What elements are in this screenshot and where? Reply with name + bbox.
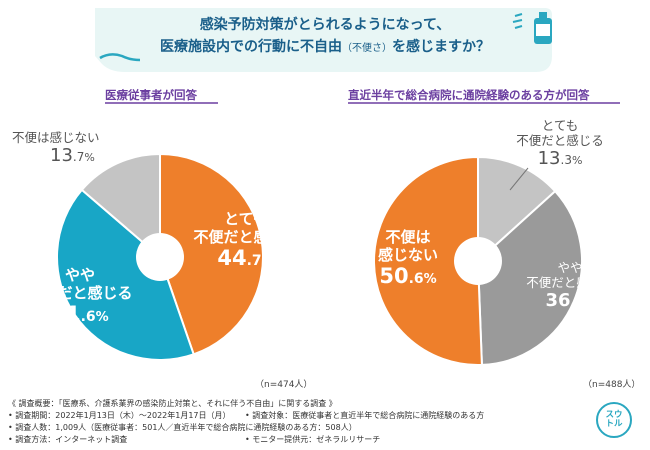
pct-sign: % <box>95 310 109 325</box>
pct-dec: .7 <box>72 150 85 164</box>
left-chart-subhead: 医療従事者が回答 <box>105 88 197 102</box>
pct-int: 36 <box>545 290 571 311</box>
logo-line2: トル <box>605 418 623 429</box>
pct-dec: .6 <box>408 271 424 287</box>
question-title-line1: 感染予防対策がとられるようになって、 <box>199 17 451 33</box>
pct-int: 13 <box>50 145 73 166</box>
pie-slice-2 <box>373 155 483 366</box>
logo-line1: スウ <box>605 410 623 420</box>
pie-slice-1 <box>56 188 195 361</box>
label-line: 感じない <box>377 246 438 264</box>
pct-value: 36.1% <box>510 290 630 312</box>
label-line: とても <box>224 210 268 228</box>
right-n-label: （n=488人） <box>583 380 641 390</box>
right-slice-label-very-inconvenient: とても 不便だと感じる 13.3% <box>505 118 615 170</box>
pct-sign: % <box>84 151 95 164</box>
survey-period: • 調査期間：2022年1月13日（木）〜2022年1月17日（月） <box>8 411 231 420</box>
left-slice-label-very-inconvenient: とても 不便だと感じる 44.7% <box>186 210 306 271</box>
pie-slice-0 <box>159 152 264 356</box>
donut-hole <box>136 233 184 281</box>
label-line: 不便だと感じる <box>516 133 604 148</box>
title-part-small: （不便さ） <box>342 43 392 54</box>
label-line: 不便は <box>385 228 431 246</box>
pct-value: 41.6% <box>15 302 145 327</box>
survey-method: • 調査方法：インターネット調査 <box>8 435 128 444</box>
survey-count: • 調査人数：1,009人（医療従事者：501人／直近半年で総合病院に通院経験の… <box>8 423 357 432</box>
left-slice-label-somewhat-inconvenient: やや 不便だと感じる 41.6% <box>15 266 145 327</box>
pct-dec: .1 <box>570 295 584 309</box>
pct-value: 13.3% <box>538 148 583 169</box>
pct-value: 44.7% <box>186 246 306 271</box>
header-banner <box>95 8 552 72</box>
survey-overview: 《 調査概要：「医療系、介護系業界の感染防止対策と、それに伴う不自由」に関する調… <box>8 399 337 408</box>
brand-logo: スウ トル <box>596 402 632 438</box>
pct-sign: % <box>423 272 437 287</box>
pct-value: 13.7% <box>12 145 95 166</box>
pct-dec: .7 <box>246 253 262 269</box>
label-line: 不便は感じない <box>12 130 100 145</box>
label-line: とても <box>541 118 579 133</box>
pct-int: 50 <box>379 264 409 288</box>
label-line: 不便だと感じる <box>193 228 299 246</box>
pie-chart-left <box>56 152 264 361</box>
pie-slice-0 <box>477 155 557 264</box>
label-line: 不便だと感じる <box>27 284 133 302</box>
survey-target: • 調査対象：医療従事者と直近半年で総合病院に通院経験のある方 <box>245 411 485 420</box>
pie-slice-1 <box>476 189 583 366</box>
left-n-label: （n=474人） <box>255 380 313 390</box>
pct-sign: % <box>261 254 275 269</box>
pct-int: 13 <box>537 148 561 169</box>
title-part-b: を感じますか？ <box>392 39 490 55</box>
sanitizer-icon <box>512 12 552 44</box>
right-slice-label-not-inconvenient: 不便は 感じない 50.6% <box>358 228 458 289</box>
pct-int: 44 <box>217 246 247 270</box>
title-part-a: 医療施設内での行動に不自由 <box>160 39 342 55</box>
pie-slice-2 <box>80 152 161 260</box>
leader-line <box>509 167 529 191</box>
pct-dec: .3 <box>560 153 572 167</box>
pct-sign: % <box>571 154 583 167</box>
hand-icon <box>99 53 141 62</box>
right-chart-subhead: 直近半年で総合病院に通院経験のある方が回答 <box>348 88 590 102</box>
pct-sign: % <box>583 296 595 309</box>
label-line: 不便だと感じる <box>526 275 614 290</box>
left-slice-label-not-inconvenient: 不便は感じない 13.7% <box>12 130 132 167</box>
pct-value: 50.6% <box>358 264 458 289</box>
question-title-line2: 医療施設内での行動に不自由（不便さ）を感じますか？ <box>0 36 650 56</box>
label-line: やや <box>557 260 583 275</box>
donut-hole <box>454 237 502 285</box>
pie-chart-right <box>373 155 583 366</box>
label-line: やや <box>64 266 95 284</box>
survey-provider: • モニター提供元：ゼネラルリサーチ <box>245 435 381 444</box>
right-slice-label-somewhat-inconvenient: やや 不便だと感じる 36.1% <box>510 260 630 312</box>
pct-int: 41 <box>51 302 81 326</box>
pct-dec: .6 <box>80 309 96 325</box>
